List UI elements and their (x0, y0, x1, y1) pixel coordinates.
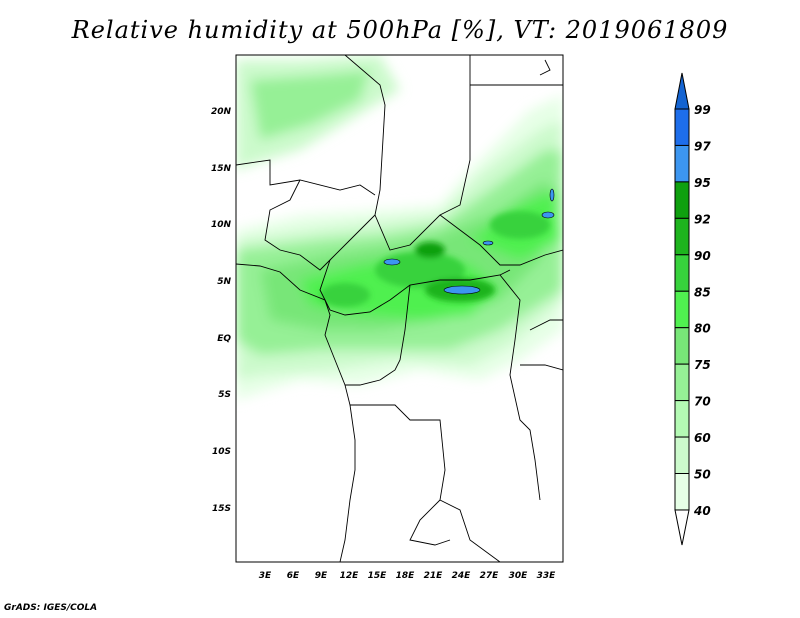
lon-tick: 24E (452, 571, 472, 581)
colorbar-label: 99 (694, 103, 711, 117)
lon-tick: 9E (315, 571, 328, 581)
colorbar-segment (674, 363, 690, 402)
lon-tick-labels: 3E 6E 9E 12E 15E 18E 21E 24E 27E 30E 33E (259, 571, 556, 581)
colorbar-label: 92 (694, 212, 711, 226)
colorbar-label: 40 (693, 504, 711, 518)
lat-tick-labels: 20N 15N 10N 5N EQ 5S 10S 15S (211, 107, 232, 514)
colorbar-segment (674, 400, 690, 438)
colorbar-label: 85 (694, 285, 711, 299)
lat-tick: 10N (211, 220, 232, 230)
colorbar-label: 90 (694, 249, 711, 263)
lon-tick: 12E (340, 571, 360, 581)
colorbar-segment (674, 290, 690, 329)
colorbar-segment (674, 108, 690, 146)
lat-tick: 15S (212, 504, 231, 514)
grads-credit: GrADS: IGES/COLA (4, 603, 98, 613)
lat-tick: 5S (218, 390, 231, 400)
lon-tick: 6E (287, 571, 300, 581)
lon-tick: 15E (368, 571, 388, 581)
lon-tick: 3E (259, 571, 272, 581)
map-title: Relative humidity at 500hPa [%], VT: 201… (71, 16, 729, 44)
colorbar-label: 97 (694, 139, 711, 153)
colorbar-bottom-arrow (674, 509, 690, 546)
colorbar-label: 80 (694, 322, 711, 336)
colorbar-top-arrow (674, 72, 690, 110)
lat-tick: 15N (211, 164, 232, 174)
colorbar-legend: 99 97 95 92 90 85 80 75 70 60 50 40 (674, 72, 711, 546)
colorbar-label: 60 (694, 431, 711, 445)
colorbar-segment (674, 473, 690, 511)
colorbar-segment (674, 436, 690, 474)
map-frame (235, 54, 564, 563)
lon-tick: 21E (424, 571, 444, 581)
lon-tick: 27E (480, 571, 500, 581)
colorbar-segment (674, 181, 690, 219)
lat-tick: EQ (217, 334, 231, 344)
lat-tick: 20N (211, 107, 232, 117)
colorbar-segment (674, 144, 690, 183)
lon-tick: 18E (396, 571, 416, 581)
colorbar-label: 95 (694, 176, 711, 190)
lon-tick: 33E (537, 571, 557, 581)
colorbar-label: 75 (694, 358, 711, 372)
colorbar-label: 70 (694, 395, 711, 409)
country-borders (236, 55, 563, 562)
lat-tick: 5N (217, 277, 231, 287)
lon-tick: 30E (509, 571, 529, 581)
colorbar-segment (674, 254, 690, 292)
colorbar-segment (674, 217, 690, 256)
colorbar-label: 50 (694, 468, 711, 482)
lat-tick: 10S (212, 447, 231, 457)
colorbar-segment (674, 327, 690, 365)
